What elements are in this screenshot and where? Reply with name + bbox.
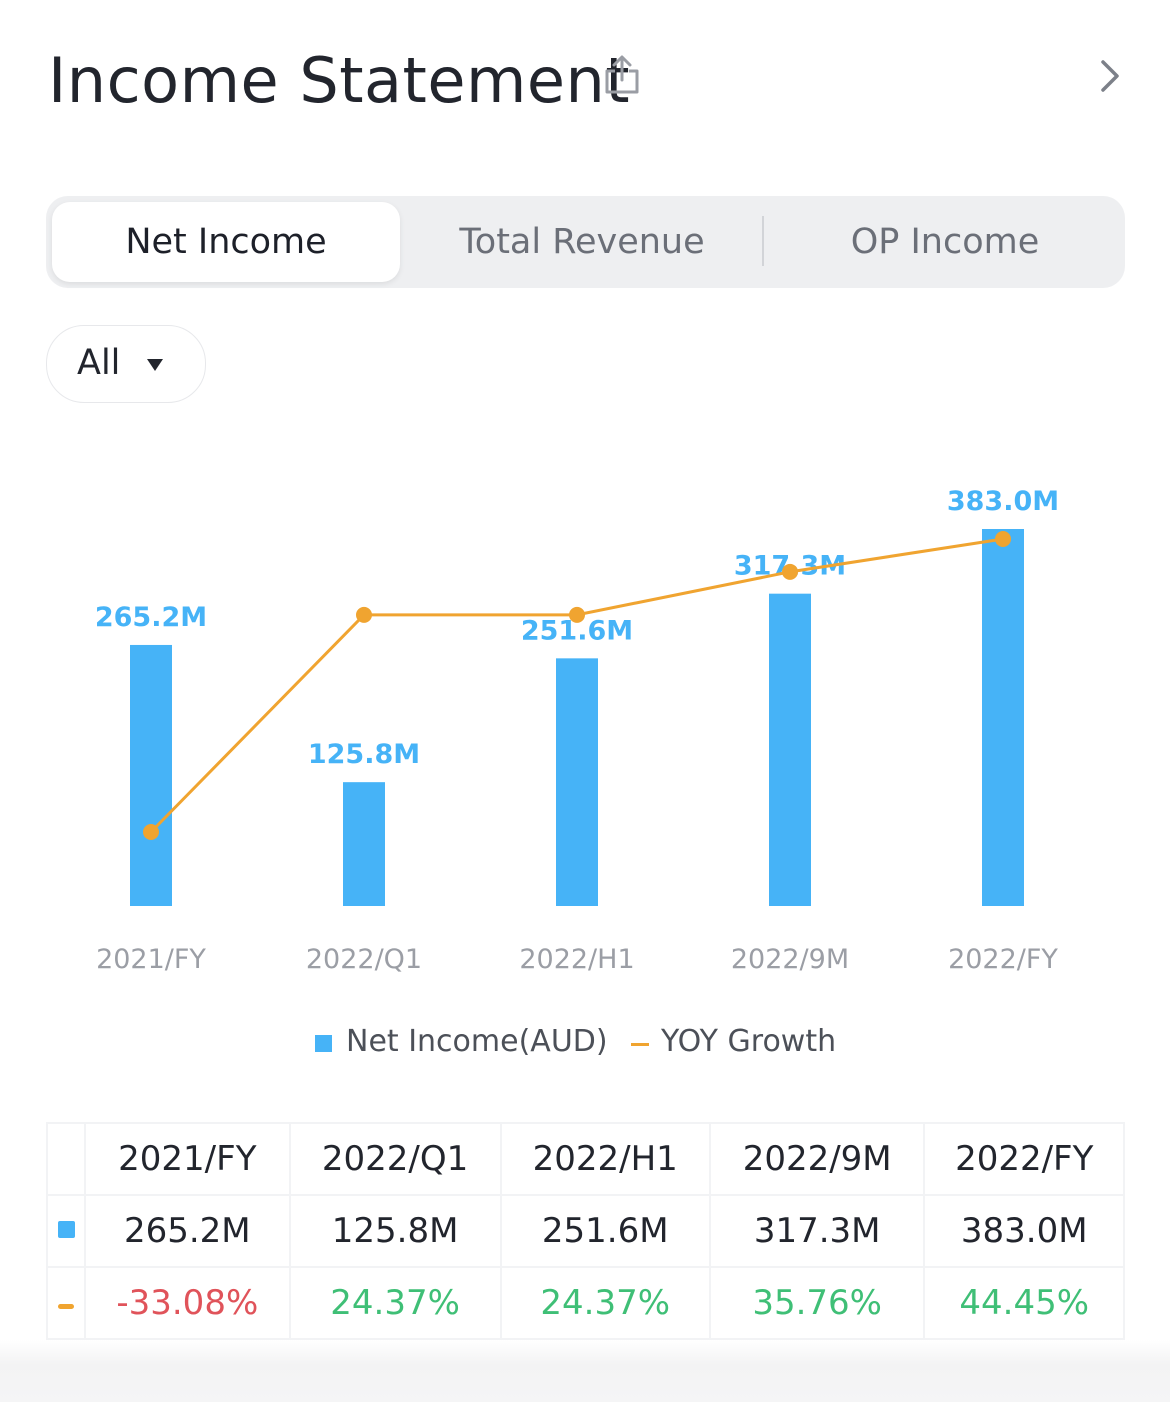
header: Income Statement bbox=[48, 40, 1122, 120]
bar-2022-9m[interactable] bbox=[769, 593, 811, 906]
table-header-cell: 2022/H1 bbox=[499, 1122, 711, 1196]
page-title: Income Statement bbox=[48, 44, 631, 117]
tab-op-income[interactable]: OP Income bbox=[850, 222, 1040, 262]
table-cell: 125.8M bbox=[288, 1194, 502, 1268]
bar-2022-q1[interactable] bbox=[343, 782, 385, 906]
x-tick-label: 2022/9M bbox=[731, 944, 849, 975]
net-income-swatch bbox=[57, 1220, 75, 1238]
x-tick-label: 2022/H1 bbox=[519, 944, 634, 975]
yoy-growth-point[interactable] bbox=[782, 563, 798, 580]
x-tick-label: 2022/FY bbox=[948, 944, 1058, 975]
row-marker bbox=[46, 1194, 86, 1268]
legend-bar-swatch bbox=[315, 1035, 332, 1052]
caret-down-icon bbox=[147, 359, 163, 371]
data-table: 2021/FY 2022/Q1 2022/H1 2022/9M 2022/FY … bbox=[46, 1122, 1125, 1340]
metric-tabs: Net Income Total Revenue OP Income bbox=[46, 196, 1125, 288]
bar-value-label: 265.2M bbox=[95, 602, 207, 633]
legend-line-swatch bbox=[631, 1043, 649, 1046]
table-header-row: 2021/FY 2022/Q1 2022/H1 2022/9M 2022/FY bbox=[46, 1122, 1125, 1196]
legend-net-income: Net Income(AUD) bbox=[346, 1024, 608, 1059]
bar-value-label: 125.8M bbox=[308, 739, 420, 770]
table-header-cell: 2021/FY bbox=[84, 1122, 291, 1196]
table-row-yoy-growth: -33.08% 24.37% 24.37% 35.76% 44.45% bbox=[46, 1266, 1125, 1340]
tab-net-income[interactable]: Net Income bbox=[52, 202, 400, 282]
table-cell: 35.76% bbox=[708, 1266, 926, 1340]
table-cell: 24.37% bbox=[499, 1266, 711, 1340]
table-cell: 265.2M bbox=[84, 1194, 291, 1268]
yoy-growth-swatch bbox=[58, 1303, 74, 1309]
net-income-chart: 265.2M125.8M251.6M317.3M383.0M2021/FY202… bbox=[95, 486, 1059, 975]
table-header-cell: 2022/FY bbox=[923, 1122, 1125, 1196]
table-cell: 317.3M bbox=[708, 1194, 926, 1268]
share-icon[interactable] bbox=[602, 54, 642, 96]
bottom-fade bbox=[0, 1340, 1170, 1402]
x-tick-label: 2022/Q1 bbox=[306, 944, 422, 975]
x-tick-label: 2021/FY bbox=[96, 944, 206, 975]
tab-total-revenue[interactable]: Total Revenue bbox=[459, 222, 705, 262]
table-header-cell: 2022/9M bbox=[708, 1122, 926, 1196]
bar-2021-fy[interactable] bbox=[130, 644, 172, 906]
period-filter-dropdown[interactable]: All bbox=[46, 325, 206, 403]
table-cell: 24.37% bbox=[288, 1266, 502, 1340]
bar-value-label: 383.0M bbox=[947, 486, 1059, 517]
bar-2022-h1[interactable] bbox=[556, 658, 598, 906]
legend-yoy-growth: YOY Growth bbox=[661, 1024, 837, 1059]
yoy-growth-point[interactable] bbox=[143, 824, 159, 840]
table-cell: 251.6M bbox=[499, 1194, 711, 1268]
table-cell: 383.0M bbox=[923, 1194, 1125, 1268]
chevron-right-icon[interactable] bbox=[1098, 58, 1122, 94]
period-filter-label: All bbox=[77, 343, 121, 383]
table-row-net-income: 265.2M 125.8M 251.6M 317.3M 383.0M bbox=[46, 1194, 1125, 1268]
yoy-growth-point[interactable] bbox=[995, 531, 1011, 547]
tab-divider bbox=[762, 216, 764, 266]
table-cell: 44.45% bbox=[923, 1266, 1125, 1340]
table-cell: -33.08% bbox=[84, 1266, 291, 1340]
table-corner bbox=[46, 1122, 86, 1196]
row-marker bbox=[46, 1266, 86, 1340]
yoy-growth-point[interactable] bbox=[356, 606, 372, 623]
table-header-cell: 2022/Q1 bbox=[288, 1122, 502, 1196]
bar-2022-fy[interactable] bbox=[982, 529, 1024, 906]
yoy-growth-point[interactable] bbox=[569, 606, 585, 623]
